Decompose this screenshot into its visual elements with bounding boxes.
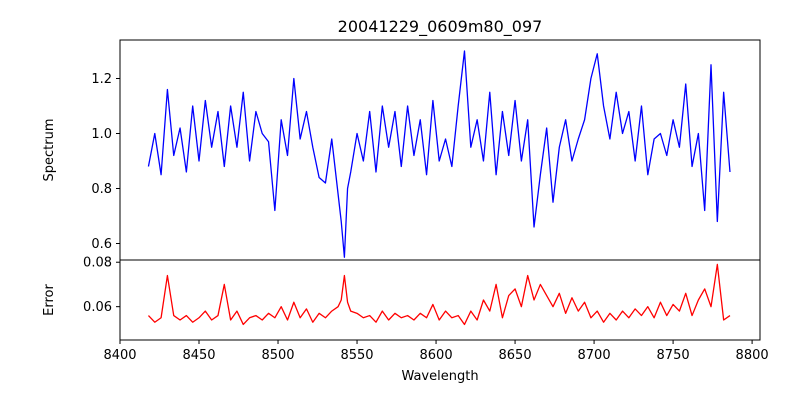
x-tick-label: 8600: [420, 348, 453, 363]
x-tick-label: 8650: [499, 348, 532, 363]
x-tick-label: 8500: [261, 348, 294, 363]
error-ytick-label: 0.08: [83, 256, 112, 271]
x-tick-label: 8800: [736, 348, 769, 363]
error-plot-area: [120, 260, 760, 340]
spectrum-line: [147, 50, 731, 258]
spectrum-ytick-label: 1.2: [91, 72, 112, 87]
spectrum-ytick-label: 0.6: [91, 237, 112, 252]
spectrum-plot-area: [120, 40, 760, 260]
spectrum-ylabel: Spectrum: [42, 119, 57, 182]
error-ytick-label: 0.06: [83, 300, 112, 315]
x-tick-label: 8750: [657, 348, 690, 363]
x-tick-label: 8550: [340, 348, 373, 363]
x-axis-label: Wavelength: [401, 369, 478, 384]
error-line: [147, 263, 731, 326]
chart-title: 20041229_0609m80_097: [338, 17, 543, 37]
spectrum-ytick-label: 1.0: [91, 127, 112, 142]
error-frame: [119, 259, 761, 341]
x-tick-label: 8400: [103, 348, 136, 363]
error-ylabel: Error: [42, 284, 57, 316]
x-tick-label: 8700: [578, 348, 611, 363]
spectrum-ytick-label: 0.8: [91, 182, 112, 197]
x-tick-label: 8450: [182, 348, 215, 363]
